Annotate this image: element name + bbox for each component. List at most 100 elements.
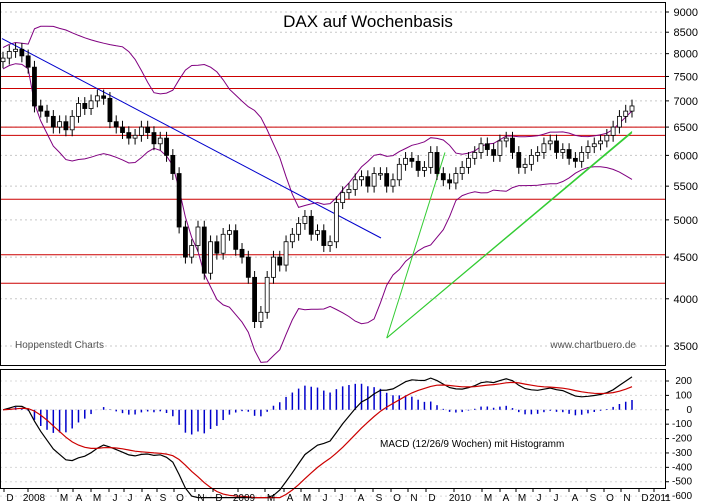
candle-up (472, 152, 478, 159)
candle-up (617, 115, 622, 128)
macd-tick-label: 0 (686, 405, 692, 416)
x-tick-label: M (93, 493, 101, 503)
x-tick-label: S (160, 493, 167, 503)
candle-down (572, 157, 578, 162)
candle-down (120, 126, 125, 133)
candle-up (327, 241, 333, 246)
candle-down (25, 55, 31, 68)
candle-up (132, 134, 138, 139)
candle-up (88, 100, 94, 109)
candle-up (340, 192, 346, 204)
bollinger-upper (2, 25, 633, 209)
x-tick-label: N (410, 493, 417, 503)
candle-up (585, 146, 591, 153)
candle-down (384, 173, 390, 187)
x-tick-label: S (590, 493, 597, 503)
candle-down (101, 95, 107, 99)
x-tick-label: D (641, 493, 648, 503)
x-tick-label: J (323, 493, 328, 503)
candle-down (50, 115, 56, 128)
candle-down (510, 137, 515, 153)
macd-tick-label: -600 (672, 491, 692, 502)
x-tick-label: D (428, 493, 435, 503)
macd-grid (0, 380, 665, 497)
candle-up (453, 173, 459, 184)
x-tick-label: A (503, 493, 510, 503)
price-tick-label: 3500 (674, 341, 698, 353)
x-tick-label: J (554, 493, 559, 503)
x-tick-label: J (128, 493, 133, 503)
candle-up (76, 103, 81, 117)
candle-down (170, 154, 176, 174)
candle-down (252, 276, 258, 323)
candle-up (466, 157, 471, 168)
candle-up (69, 115, 75, 131)
candle-up (333, 202, 339, 243)
candle-down (415, 160, 421, 171)
macd-tick-label: -400 (672, 462, 692, 473)
candle-up (264, 276, 270, 313)
x-tick-label: A (145, 493, 152, 503)
candle-down (491, 149, 497, 156)
candle-down (19, 48, 25, 57)
macd-tick-label: -200 (672, 434, 692, 445)
uptrend-line (386, 152, 446, 339)
candle-up (346, 188, 352, 194)
candle-down (245, 256, 251, 278)
horizontal-lines (0, 75, 665, 284)
candle-up (598, 140, 603, 145)
candle-up (0, 57, 6, 63)
candle-up (13, 48, 18, 52)
candle-up (422, 166, 427, 171)
candle-up (428, 152, 434, 168)
candle-down (82, 103, 88, 109)
macd-label: MACD (12/26/9 Wochen) mit Histogramm (380, 439, 564, 450)
price-tick-label: 4000 (674, 294, 698, 306)
candle-up (189, 245, 195, 258)
candle-down (516, 152, 522, 168)
macd-plot (2, 376, 633, 499)
candle-up (227, 230, 232, 235)
x-tick-label: M (60, 493, 68, 503)
price-tick-label: 5000 (674, 215, 698, 227)
candle-down (484, 143, 490, 150)
macd-tick-label: -500 (672, 477, 692, 488)
price-tick-label: 8500 (674, 27, 698, 39)
candle-down (113, 121, 119, 128)
candle-down (176, 173, 182, 228)
candle-up (271, 256, 276, 278)
macd-tick-label: 100 (675, 390, 692, 401)
price-y-axis: 3500 4000 4500 5000 5500 6000 6500 7000 7500 8000… (665, 7, 698, 353)
candle-up (359, 176, 364, 181)
x-tick-label: 2008 (23, 493, 46, 503)
candle-down (126, 132, 132, 139)
x-tick-label: N (197, 493, 204, 503)
candle-down (151, 132, 157, 145)
candle-up (478, 143, 484, 153)
x-tick-label: M (518, 493, 526, 503)
x-tick-label: 2009 (233, 493, 256, 503)
candle-up (497, 140, 503, 156)
candle-up (535, 152, 541, 156)
x-tick-label: 2011 (649, 493, 671, 503)
candle-up (371, 173, 377, 187)
candle-up (547, 140, 553, 145)
price-panel-frame (0, 2, 666, 366)
price-tick-label: 6000 (674, 150, 698, 162)
uptrend-line (386, 132, 633, 339)
price-tick-label: 7500 (674, 71, 698, 83)
x-axis: D 2008 M A M J J A S O N D 2009 M A M J J A S O N D 2010 M A M J J A S… (3, 488, 671, 503)
candle-up (522, 163, 528, 168)
candle-up (208, 241, 213, 274)
candle-up (296, 223, 302, 235)
candle-up (302, 215, 308, 224)
candle-up (57, 121, 63, 128)
candle-up (258, 311, 264, 323)
bollinger-bands (2, 25, 633, 363)
candle-up (403, 157, 408, 165)
macd-tick-label: 200 (675, 376, 692, 387)
candle-down (164, 137, 169, 156)
candle-up (541, 143, 547, 153)
candle-down (32, 66, 37, 107)
candle-down (214, 241, 220, 254)
